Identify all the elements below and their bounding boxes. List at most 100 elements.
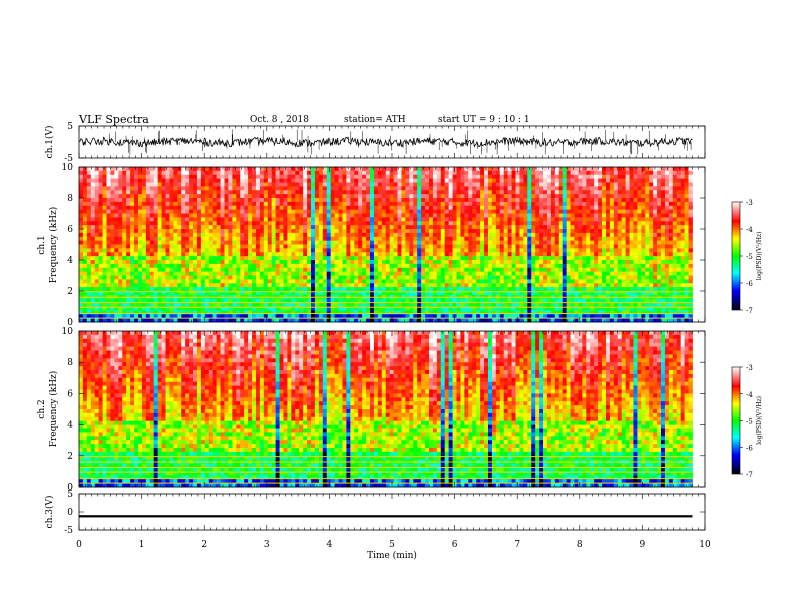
spectrogram-cell (255, 167, 261, 172)
spectrogram-cell (145, 174, 151, 180)
spectrogram-cell (515, 287, 520, 292)
spectrogram-cell (338, 236, 343, 242)
spectrogram-cell (287, 232, 292, 238)
spectrogram-cell (255, 291, 261, 296)
spectrogram-cell (307, 314, 312, 319)
spectrogram-cell (358, 190, 363, 195)
spectrogram-cell (102, 267, 107, 273)
spectrogram-cell (362, 205, 367, 211)
spectrogram-cell (263, 174, 269, 180)
spectrogram-cell (362, 275, 367, 280)
spectrogram-cell (326, 306, 332, 311)
spectrogram-cell (543, 178, 548, 183)
spectrogram-cell (193, 306, 198, 311)
spectrogram-cell (287, 240, 292, 245)
spectrogram-cell (102, 291, 107, 296)
spectrogram-cell (122, 283, 127, 288)
spectrogram-cell (196, 248, 202, 253)
spectrogram-cell (362, 318, 367, 323)
spectrogram-cell (126, 279, 131, 284)
spectrogram-cell (421, 310, 426, 315)
spectrogram-cell (393, 213, 398, 218)
spectrogram-cell (318, 240, 324, 245)
spectrogram-cell (165, 252, 170, 257)
spectrogram-cell (287, 298, 292, 304)
spectrogram-cell (307, 306, 312, 311)
spectrogram-cell (527, 194, 532, 199)
spectrogram-cell (448, 275, 453, 280)
spectrogram-cell (448, 298, 453, 304)
spectrogram-cell (307, 213, 312, 218)
spectrogram-cell (204, 271, 210, 276)
spectrogram-cell (240, 279, 245, 284)
spectrogram-cell (86, 167, 92, 172)
spectrogram-cell (216, 190, 221, 195)
spectrogram-cell (157, 205, 162, 211)
spectrogram-cell (373, 198, 379, 203)
spectrogram-cell (275, 201, 280, 207)
spectrogram-cell (291, 198, 296, 203)
spectrogram-cell (145, 190, 151, 195)
spectrogram-cell (409, 302, 414, 307)
spectrogram-cell (562, 236, 568, 242)
spectrogram-cell (527, 252, 532, 257)
spectrogram-cell (397, 232, 402, 238)
spectrogram-cell (291, 279, 296, 284)
spectrogram-cell (464, 306, 469, 311)
spectrogram-cell (436, 298, 442, 304)
spectrogram-cell (401, 174, 406, 180)
spectrogram-cell (240, 260, 245, 265)
spectrogram-cell (228, 256, 233, 261)
spectrogram-cell (464, 174, 469, 180)
spectrogram-cell (311, 240, 316, 245)
spectrogram-cell (535, 167, 540, 172)
spectrogram-cell (523, 198, 528, 203)
spectrogram-cell (511, 221, 516, 226)
spectrogram-cell (503, 236, 509, 242)
spectrogram-cell (558, 314, 564, 319)
spectrogram-cell (499, 283, 505, 288)
spectrogram-cell (381, 167, 387, 172)
spectrogram-cell (275, 244, 280, 249)
spectrogram-cell (385, 298, 391, 304)
spectrogram-cell (204, 310, 210, 315)
spectrogram-cell (161, 287, 166, 292)
spectrogram-cell (432, 221, 438, 226)
spectrogram-cell (82, 232, 88, 238)
spectrogram-cell (523, 248, 528, 253)
spectrogram-cell (114, 201, 119, 207)
spectrogram-cell (440, 310, 446, 315)
spectrogram-cell (279, 283, 284, 288)
spectrogram-cell (326, 198, 332, 203)
spectrogram-cell (165, 306, 170, 311)
spectrogram-cell (476, 263, 481, 269)
spectrogram-cell (503, 263, 509, 269)
spectrogram-cell (255, 174, 261, 180)
spectrogram-cell (373, 229, 379, 234)
spectrogram-cell (417, 186, 422, 191)
spectrogram-cell (543, 267, 548, 273)
spectrogram-cell (397, 178, 402, 183)
spectrogram-cell (318, 178, 324, 183)
spectrogram-cell (543, 256, 548, 261)
spectrogram-cell (322, 190, 328, 195)
spectrogram-cell (480, 178, 485, 183)
spectrogram-cell (484, 302, 489, 307)
spectrogram-cell (393, 236, 398, 242)
spectrogram-cell (149, 190, 155, 195)
spectrogram-cell (389, 221, 394, 226)
spectrogram-cell (366, 291, 371, 296)
spectrogram-cell (134, 186, 139, 191)
spectrogram-cell (161, 178, 166, 183)
spectrogram-cell (291, 256, 296, 261)
spectrogram-cell (318, 263, 324, 269)
spectrogram-cell (271, 240, 277, 245)
spectrogram-cell (193, 190, 198, 195)
spectrogram-cell (429, 201, 434, 207)
spectrogram-cell (456, 209, 461, 214)
spectrogram-cell (263, 209, 269, 214)
spectrogram-cell (558, 279, 564, 284)
spectrogram-cell (318, 302, 324, 307)
spectrogram-cell (145, 209, 151, 214)
spectrogram-cell (134, 167, 139, 172)
